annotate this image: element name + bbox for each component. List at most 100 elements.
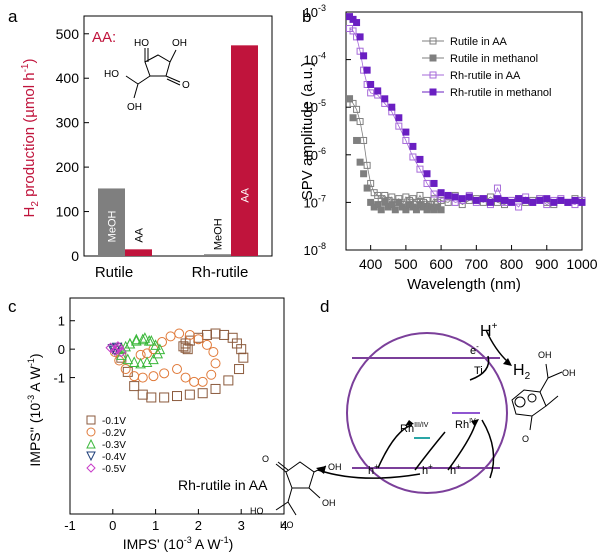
spv-point <box>349 114 357 122</box>
panel-b-ytick-label: 10-4 <box>304 51 326 68</box>
spv-point <box>360 170 368 178</box>
panel-b-xtick-label: 500 <box>394 256 418 272</box>
rh-right-label: RhIV <box>455 418 476 431</box>
bar-label: AA <box>240 187 252 202</box>
spv-point <box>367 198 375 206</box>
imps-point <box>193 334 204 345</box>
legend-marker <box>429 88 437 96</box>
spv-point <box>430 179 438 187</box>
legend-marker <box>429 54 437 62</box>
spv-point <box>349 27 357 35</box>
spv-point <box>416 165 424 173</box>
spv-point <box>402 136 410 144</box>
bar-label: AA <box>134 227 146 242</box>
imps-point <box>137 389 148 400</box>
spv-point <box>367 80 375 88</box>
spv-point <box>458 195 466 203</box>
legend-label: Rh-rutile in methanol <box>450 87 552 99</box>
panel-d-label: d <box>320 297 329 316</box>
panel-b-frame <box>345 11 583 251</box>
imps-point <box>129 381 140 392</box>
spv-point <box>529 198 537 206</box>
imps-point <box>172 364 182 375</box>
imps-point <box>120 364 131 375</box>
spv-point <box>363 161 371 169</box>
imps-point <box>219 329 230 340</box>
panel-c-annotation: Rh-rutile in AA <box>178 477 268 493</box>
left-ho-label-2: HO <box>280 520 294 530</box>
spv-point <box>493 195 501 203</box>
spv-point <box>423 179 431 187</box>
legend-marker <box>429 71 437 79</box>
hole-label-3: h+ <box>450 462 461 477</box>
imps-point <box>165 331 176 342</box>
panel-c-xtick-label: 0 <box>109 518 116 533</box>
panel-c-frame <box>69 297 285 515</box>
spv-point <box>578 198 586 206</box>
spv-point <box>374 87 382 95</box>
panel-b-spv-chart: 10-8 10-7 10-6 10-5 10-4 10-3 400 500 600 700 800… <box>299 3 598 293</box>
imps-point <box>208 347 219 357</box>
imps-point <box>139 332 151 343</box>
spv-point <box>437 206 445 214</box>
spv-point <box>356 47 364 55</box>
panel-b-label: b <box>302 7 311 26</box>
panel-a-ytick-label: 0 <box>71 248 79 264</box>
bar-aa-1 <box>231 45 258 257</box>
bar-label: MeOH <box>107 210 119 242</box>
imps-point <box>201 339 212 350</box>
molecule-ho-2: HO <box>104 69 119 80</box>
imps-point <box>184 329 195 340</box>
spv-point <box>346 25 354 33</box>
spv-point <box>451 193 459 201</box>
category-label-rutile: Rutile <box>95 264 133 281</box>
spv-point <box>430 190 438 198</box>
right-oh-label-1: OH <box>562 368 576 378</box>
imps-point <box>137 333 149 345</box>
imps-point <box>180 372 191 383</box>
arrow-heads <box>316 358 512 474</box>
h2-product: H2 <box>513 362 531 382</box>
spv-point <box>381 191 389 199</box>
imps-point <box>238 352 249 363</box>
panel-b-xtick-label: 600 <box>429 256 453 272</box>
imps-legend-label: -0.1V <box>102 416 126 427</box>
panel-a-ytick-label: 100 <box>56 204 80 220</box>
hole-label-1: h+ <box>368 462 379 477</box>
left-ascorbic-acid-structure <box>275 461 327 516</box>
aa-annotation: AA: <box>92 29 116 46</box>
spv-point <box>493 184 501 192</box>
spv-point <box>367 89 375 97</box>
panel-b-xtick-label: 800 <box>500 256 524 272</box>
spv-point <box>416 155 424 163</box>
imps-point <box>109 345 121 356</box>
spv-point <box>346 95 354 103</box>
panel-c-xtick-label: 2 <box>195 518 202 533</box>
imps-point <box>112 341 124 352</box>
legend-label: Rh-rutile in AA <box>450 70 521 82</box>
imps-point <box>122 366 133 377</box>
molecule-oh-2: OH <box>127 102 142 113</box>
spv-point <box>395 114 403 122</box>
imps-point <box>86 438 96 449</box>
spv-point <box>388 103 396 111</box>
imps-point <box>148 353 159 365</box>
panel-b-xtick-label: 1000 <box>566 256 597 272</box>
panel-c-imps-chart: -1 0 1 -1 0 1 2 3 4 -0.1V-0.2V-0.3V-0.4V-0.5V R… <box>26 297 288 552</box>
ascorbic-acid-structure <box>125 48 181 99</box>
imps-point <box>135 357 146 369</box>
imps-point <box>197 388 208 399</box>
panel-c-ylabel: IMPS'' (10-3 A W-1) <box>26 353 43 466</box>
spv-point <box>367 179 375 187</box>
spv-point <box>557 196 565 204</box>
particle-circle <box>346 332 508 494</box>
panel-b-xtick-label: 700 <box>465 256 489 272</box>
spv-point <box>363 66 371 74</box>
spv-point <box>360 52 368 60</box>
spv-point <box>444 198 452 206</box>
imps-point <box>210 328 221 339</box>
imps-point <box>122 353 134 365</box>
spv-point <box>356 158 364 166</box>
molecule-ho-1: HO <box>134 38 149 49</box>
